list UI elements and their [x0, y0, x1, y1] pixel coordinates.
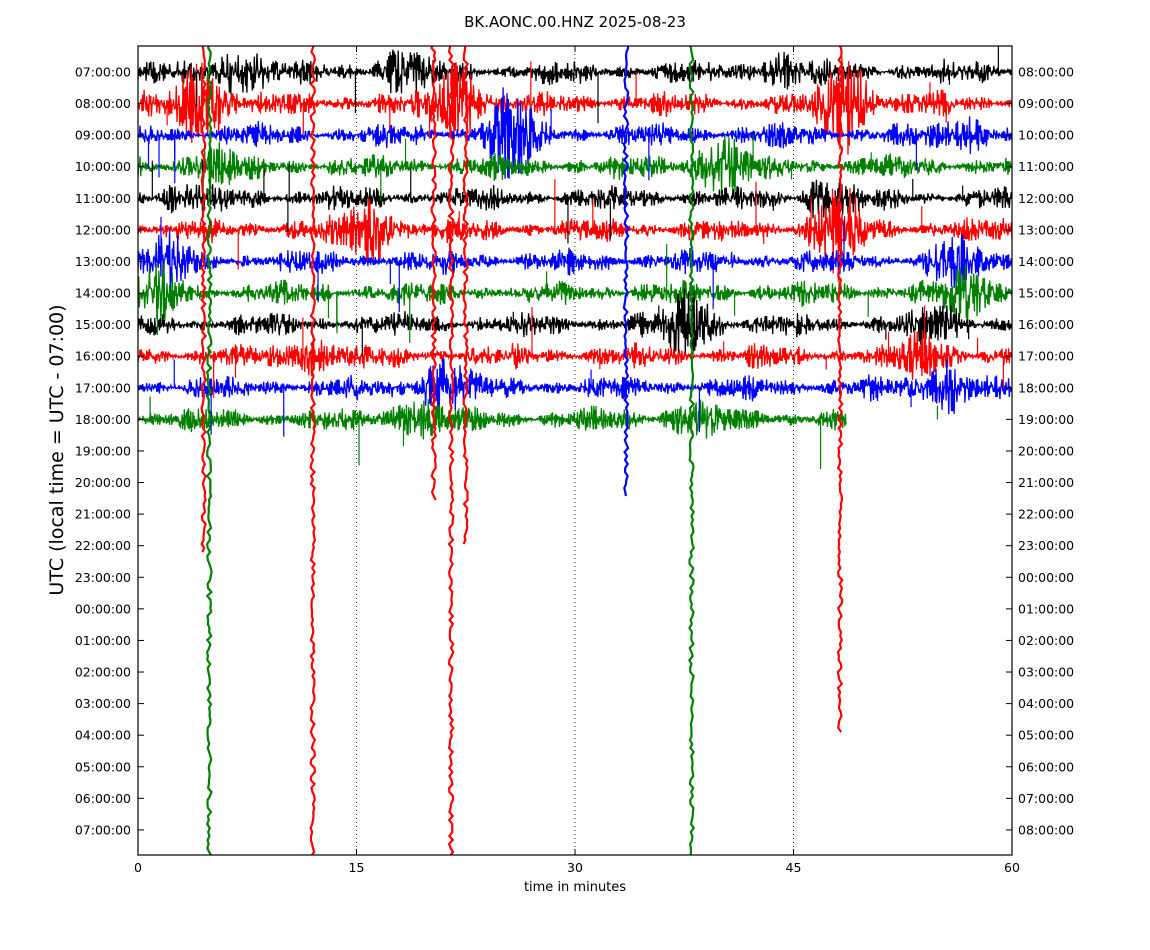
x-tick-label: 15 — [349, 860, 365, 875]
right-tick-label: 21:00:00 — [1018, 475, 1074, 490]
left-tick-label: 02:00:00 — [75, 665, 131, 680]
right-tick-label: 01:00:00 — [1018, 601, 1074, 616]
right-tick-label: 16:00:00 — [1018, 317, 1074, 332]
left-tick-label: 20:00:00 — [75, 475, 131, 490]
trace-row-0 — [138, 49, 1012, 95]
left-tick-label: 07:00:00 — [75, 65, 131, 80]
left-tick-label: 11:00:00 — [75, 191, 131, 206]
large-spike-2 — [447, 46, 455, 855]
left-tick-label: 23:00:00 — [75, 570, 131, 585]
right-tick-label: 08:00:00 — [1018, 822, 1074, 837]
left-tick-label: 22:00:00 — [75, 538, 131, 553]
left-tick-label: 21:00:00 — [75, 507, 131, 522]
right-tick-label: 06:00:00 — [1018, 759, 1074, 774]
right-tick-label: 05:00:00 — [1018, 728, 1074, 743]
right-tick-label: 07:00:00 — [1018, 791, 1074, 806]
trace-row-9 — [138, 330, 1012, 381]
right-tick-label: 20:00:00 — [1018, 443, 1074, 458]
left-tick-label: 10:00:00 — [75, 159, 131, 174]
right-tick-label: 18:00:00 — [1018, 380, 1074, 395]
trace-row-5 — [138, 188, 1012, 282]
right-tick-label: 09:00:00 — [1018, 96, 1074, 111]
left-tick-label: 09:00:00 — [75, 128, 131, 143]
large-spike-7 — [429, 46, 438, 501]
right-tick-label: 22:00:00 — [1018, 507, 1074, 522]
large-spike-8 — [622, 46, 630, 497]
x-tick-label: 0 — [134, 860, 142, 875]
left-tick-label: 03:00:00 — [75, 696, 131, 711]
left-tick-label: 07:00:00 — [75, 822, 131, 837]
left-tick-label: 04:00:00 — [75, 728, 131, 743]
right-tick-label: 23:00:00 — [1018, 538, 1074, 553]
trace-row-11 — [138, 399, 847, 440]
large-spike-4 — [836, 46, 844, 733]
left-tick-label: 08:00:00 — [75, 96, 131, 111]
right-tick-label: 03:00:00 — [1018, 665, 1074, 680]
right-tick-label: 12:00:00 — [1018, 191, 1074, 206]
right-tick-label: 14:00:00 — [1018, 254, 1074, 269]
left-tick-label: 13:00:00 — [75, 254, 131, 269]
left-tick-label: 06:00:00 — [75, 791, 131, 806]
trace-row-7 — [138, 263, 1012, 324]
trace-layer — [138, 46, 1012, 855]
x-axis-label: time in minutes — [524, 880, 626, 895]
left-tick-label: 15:00:00 — [75, 317, 131, 332]
left-y-axis: 07:00:00 08:00:00 09:00:00 10:00:00 11:00:00… — [75, 65, 144, 837]
large-spike-0 — [205, 46, 213, 855]
left-tick-label: 17:00:00 — [75, 380, 131, 395]
trace-row-4 — [138, 179, 1012, 219]
right-tick-label: 11:00:00 — [1018, 159, 1074, 174]
large-spike-3 — [688, 46, 696, 855]
large-spike-6 — [462, 46, 470, 545]
right-tick-label: 00:00:00 — [1018, 570, 1074, 585]
left-tick-label: 01:00:00 — [75, 633, 131, 648]
left-tick-label: 16:00:00 — [75, 349, 131, 364]
trace-row-10 — [138, 358, 1012, 417]
x-axis: 0 15 30 45 60 — [134, 46, 1020, 875]
right-tick-label: 04:00:00 — [1018, 696, 1074, 711]
x-tick-label: 60 — [1004, 860, 1020, 875]
trace-row-2 — [138, 87, 1012, 179]
right-tick-label: 02:00:00 — [1018, 633, 1074, 648]
left-tick-label: 14:00:00 — [75, 286, 131, 301]
x-tick-label: 30 — [567, 860, 583, 875]
left-tick-label: 19:00:00 — [75, 443, 131, 458]
trace-row-1 — [138, 57, 1012, 155]
right-tick-label: 17:00:00 — [1018, 349, 1074, 364]
right-tick-label: 10:00:00 — [1018, 128, 1074, 143]
x-tick-label: 45 — [786, 860, 802, 875]
right-tick-label: 15:00:00 — [1018, 286, 1074, 301]
right-tick-label: 19:00:00 — [1018, 412, 1074, 427]
grid-lines — [356, 46, 794, 855]
right-tick-label: 08:00:00 — [1018, 65, 1074, 80]
left-tick-label: 00:00:00 — [75, 601, 131, 616]
trace-row-3 — [138, 135, 1012, 195]
y-axis-label: UTC (local time = UTC - 07:00) — [46, 304, 68, 595]
trace-row-6 — [138, 228, 1012, 292]
left-tick-label: 18:00:00 — [75, 412, 131, 427]
chart-title: BK.AONC.00.HNZ 2025-08-23 — [464, 13, 686, 31]
right-tick-label: 13:00:00 — [1018, 222, 1074, 237]
left-tick-label: 12:00:00 — [75, 222, 131, 237]
large-spike-1 — [309, 46, 317, 855]
left-tick-label: 05:00:00 — [75, 759, 131, 774]
right-y-axis: 08:00:00 09:00:00 10:00:00 11:00:00 12:00:00… — [1006, 65, 1074, 837]
large-spike-5 — [200, 46, 208, 553]
